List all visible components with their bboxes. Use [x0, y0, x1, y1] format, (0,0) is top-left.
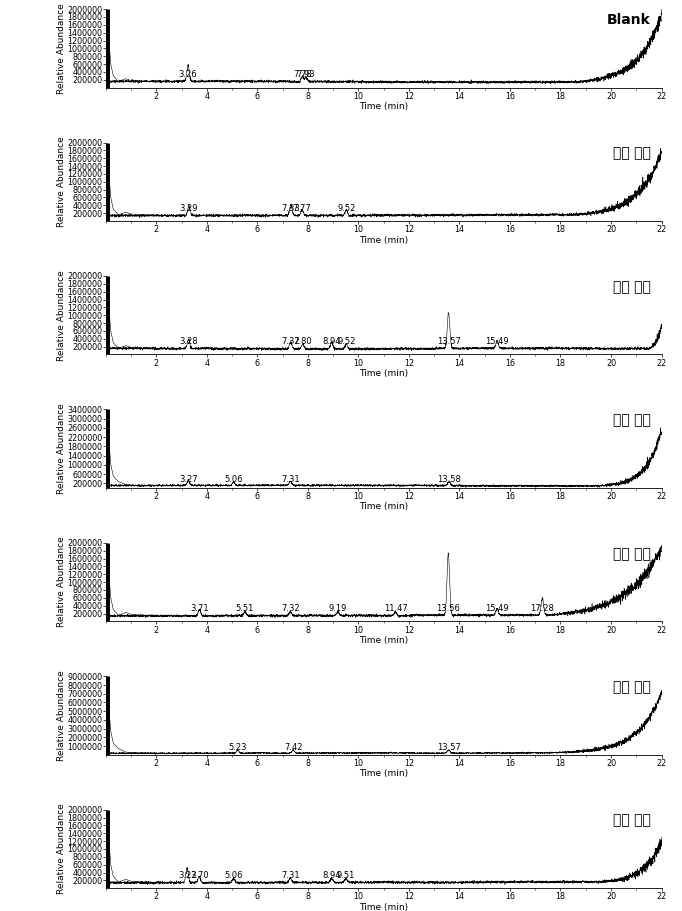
Text: 13.57: 13.57: [436, 742, 460, 752]
Y-axis label: Relative Abundance: Relative Abundance: [57, 804, 65, 895]
X-axis label: Time (min): Time (min): [359, 236, 409, 244]
Text: 칠서 정수: 칠서 정수: [612, 681, 651, 694]
Text: 칠서 원수: 칠서 원수: [612, 280, 651, 294]
Text: 17.28: 17.28: [531, 604, 554, 613]
Text: 3.27: 3.27: [179, 475, 198, 484]
Text: 8.94: 8.94: [323, 337, 341, 346]
Text: 7.33: 7.33: [282, 204, 300, 213]
Text: 5.06: 5.06: [224, 871, 243, 880]
Y-axis label: Relative Abundance: Relative Abundance: [57, 404, 65, 494]
Text: 물금 원수: 물금 원수: [612, 414, 651, 427]
Text: 5.06: 5.06: [224, 475, 243, 484]
Text: 7.77: 7.77: [293, 204, 312, 213]
Text: 문산 정수: 문산 정수: [612, 547, 651, 561]
Text: 9.52: 9.52: [337, 204, 355, 213]
X-axis label: Time (min): Time (min): [359, 503, 409, 511]
Y-axis label: Relative Abundance: Relative Abundance: [57, 137, 65, 227]
Text: 13.58: 13.58: [437, 475, 461, 484]
Text: 5.51: 5.51: [236, 604, 254, 613]
Text: 5.23: 5.23: [228, 742, 247, 752]
X-axis label: Time (min): Time (min): [359, 369, 409, 378]
X-axis label: Time (min): Time (min): [359, 636, 409, 645]
X-axis label: Time (min): Time (min): [359, 102, 409, 111]
Text: 13.57: 13.57: [436, 337, 460, 346]
Text: 7.32: 7.32: [282, 604, 300, 613]
Text: 7.42: 7.42: [284, 742, 302, 752]
Text: 7.80: 7.80: [293, 337, 312, 346]
X-axis label: Time (min): Time (min): [359, 770, 409, 778]
Text: 7.78: 7.78: [293, 70, 312, 79]
Text: 7.31: 7.31: [281, 475, 299, 484]
X-axis label: Time (min): Time (min): [359, 903, 409, 911]
Text: 7.32: 7.32: [282, 337, 300, 346]
Text: 3.28: 3.28: [179, 337, 198, 346]
Text: 3.26: 3.26: [179, 70, 197, 79]
Y-axis label: Relative Abundance: Relative Abundance: [57, 670, 65, 761]
Text: 화명 정수: 화명 정수: [612, 814, 651, 828]
Text: Blank: Blank: [607, 13, 651, 27]
Text: 9.52: 9.52: [337, 337, 355, 346]
Text: 9.19: 9.19: [329, 604, 347, 613]
Y-axis label: Relative Abundance: Relative Abundance: [57, 537, 65, 628]
Text: 7.31: 7.31: [281, 871, 299, 880]
Text: 문산 원수: 문산 원수: [612, 147, 651, 160]
Text: 3.22: 3.22: [178, 871, 196, 880]
Text: 15.49: 15.49: [486, 337, 509, 346]
Text: 7.93: 7.93: [297, 70, 315, 79]
Text: 3.70: 3.70: [190, 871, 209, 880]
Text: 8.94: 8.94: [323, 871, 341, 880]
Text: 11.47: 11.47: [383, 604, 407, 613]
Text: 13.56: 13.56: [436, 604, 460, 613]
Text: 3.29: 3.29: [179, 204, 198, 213]
Text: 9.51: 9.51: [337, 871, 355, 880]
Text: 15.49: 15.49: [486, 604, 509, 613]
Y-axis label: Relative Abundance: Relative Abundance: [57, 270, 65, 361]
Y-axis label: Relative Abundance: Relative Abundance: [57, 3, 65, 94]
Text: 3.71: 3.71: [190, 604, 209, 613]
